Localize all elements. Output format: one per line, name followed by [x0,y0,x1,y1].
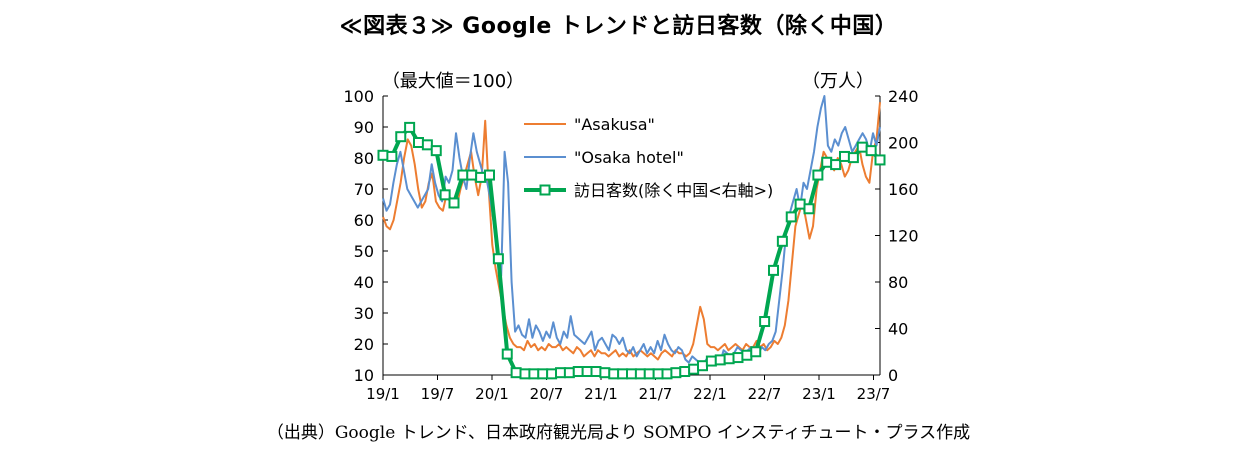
chart-series [377,95,886,380]
x-tick-label: 20/1 [475,385,509,403]
right-tick-label: 240 [888,87,919,106]
series-marker [785,211,797,223]
series-marker [839,150,850,162]
series-marker [546,368,558,380]
series-marker [528,368,540,380]
x-tick-label: 19/1 [366,385,400,403]
series-marker [377,149,389,161]
series-marker [643,368,655,380]
series-marker [457,169,469,181]
legend-label-0: "Asakusa" [574,115,655,134]
series-marker [856,141,868,153]
series-line-1 [382,95,881,367]
x-tick-label: 22/1 [693,385,727,403]
series-marker [874,154,886,166]
chart-legend: "Asakusa" "Osaka hotel" 訪日客数(除く中国<右軸>) [524,115,773,200]
series-marker [865,145,877,157]
left-tick-label: 40 [354,273,374,292]
series-marker [599,367,611,379]
right-tick-label: 120 [888,227,919,246]
legend-label-2: 訪日客数(除く中国<右軸>) [574,181,773,200]
x-tick-label: 21/7 [639,385,673,403]
left-tick-label: 10 [354,366,374,385]
right-axis-unit: （万人） [802,71,874,92]
x-tick-label: 23/7 [857,385,891,403]
right-tick-label: 80 [888,273,908,292]
x-tick-label: 23/1 [802,385,836,403]
series-marker [590,366,602,378]
series-marker [723,353,735,365]
x-tick-label: 19/7 [421,385,455,403]
chart-title: ≪図表３≫ Google トレンドと訪日客数（除く中国） [339,14,898,39]
series-marker [794,198,806,210]
series-marker [421,139,433,151]
series-marker [768,264,779,276]
right-tick-label: 0 [888,366,898,385]
series-marker [670,367,682,379]
left-tick-label: 70 [354,180,374,199]
x-tick-label: 20/7 [530,385,564,403]
series-marker [803,203,815,215]
chart-axes: 10 20 30 40 50 60 70 80 90 100 0 40 80 120 160 200 240 19… [343,71,918,403]
series-marker [572,366,584,378]
series-marker [652,368,664,380]
right-tick-label: 40 [888,320,908,339]
series-marker [776,235,788,247]
series-marker [821,156,833,168]
series-marker [847,152,859,164]
series-marker [705,355,717,367]
right-tick-label: 200 [888,134,919,153]
series-marker [492,253,504,265]
x-tick-label: 22/7 [748,385,782,403]
series-marker [688,363,700,375]
series-marker [679,366,691,378]
series-marker [413,137,424,148]
series-marker [386,150,398,162]
series-marker [661,368,673,380]
series-marker [501,348,513,360]
legend-label-1: "Osaka hotel" [574,148,684,167]
series-marker [563,367,575,379]
series-marker [634,368,646,380]
series-marker [617,368,629,380]
series-marker [697,360,708,372]
series-marker [395,131,407,143]
left-tick-label: 100 [343,87,374,106]
series-marker [812,169,824,181]
left-tick-label: 30 [354,304,374,323]
series-marker [608,368,620,380]
left-axis-unit: （最大値＝100） [382,71,524,92]
x-tick-label: 21/1 [584,385,618,403]
series-marker [510,367,522,379]
legend-marker [539,184,551,196]
series-marker [626,368,637,380]
series-marker [404,121,416,133]
left-tick-label: 20 [354,335,374,354]
left-tick-label: 60 [354,211,374,230]
series-marker [466,169,478,181]
series-marker [484,169,495,181]
series-marker [830,159,842,171]
series-marker [439,189,451,201]
right-tick-label: 160 [888,180,919,199]
series-marker [555,367,566,379]
series-marker [475,171,487,183]
line-chart: 10 20 30 40 50 60 70 80 90 100 0 40 80 120 160 200 240 19… [343,71,918,403]
series-marker [448,197,460,209]
left-tick-label: 90 [354,118,374,137]
series-marker [714,354,726,366]
left-tick-label: 80 [354,149,374,168]
series-marker [430,145,442,157]
series-marker [732,352,744,364]
series-marker [581,366,593,378]
series-marker [750,346,762,358]
left-tick-label: 50 [354,242,374,261]
series-marker [537,368,549,380]
series-marker [519,368,531,380]
series-marker [759,316,771,328]
series-marker [741,349,753,361]
source-note: （出典）Google トレンド、日本政府観光局より SOMPO インスティチュー… [266,423,971,443]
